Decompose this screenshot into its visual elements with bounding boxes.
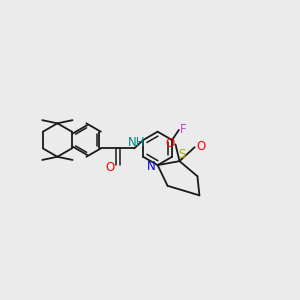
Text: O: O <box>165 137 174 150</box>
Text: O: O <box>106 160 115 174</box>
Text: S: S <box>178 148 186 161</box>
Text: N: N <box>146 160 155 173</box>
Text: O: O <box>196 140 205 153</box>
Text: F: F <box>179 123 186 136</box>
Text: NH: NH <box>128 136 145 149</box>
